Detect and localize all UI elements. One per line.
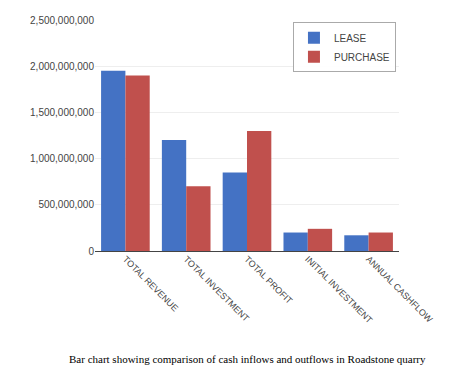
svg-text:ANNUAL CASHFLOW: ANNUAL CASHFLOW bbox=[364, 254, 435, 325]
svg-text:INITIAL INVESTMENT: INITIAL INVESTMENT bbox=[303, 254, 375, 326]
svg-text:1,500,000,000: 1,500,000,000 bbox=[30, 107, 94, 118]
svg-text:2,500,000,000: 2,500,000,000 bbox=[30, 15, 94, 26]
svg-text:TOTAL INVESTMENT: TOTAL INVESTMENT bbox=[182, 254, 252, 324]
svg-text:0: 0 bbox=[88, 246, 94, 257]
svg-text:TOTAL REVENUE: TOTAL REVENUE bbox=[121, 254, 180, 313]
svg-text:500,000,000: 500,000,000 bbox=[38, 199, 94, 210]
svg-text:TOTAL PROFIT: TOTAL PROFIT bbox=[242, 254, 294, 306]
svg-text:2,000,000,000: 2,000,000,000 bbox=[30, 61, 94, 72]
svg-text:1,000,000,000: 1,000,000,000 bbox=[30, 153, 94, 164]
svg-text:LEASE: LEASE bbox=[334, 33, 367, 44]
svg-text:PURCHASE: PURCHASE bbox=[334, 52, 390, 63]
svg-text:Bar chart showing comparison o: Bar chart showing comparison of cash inf… bbox=[69, 353, 426, 365]
